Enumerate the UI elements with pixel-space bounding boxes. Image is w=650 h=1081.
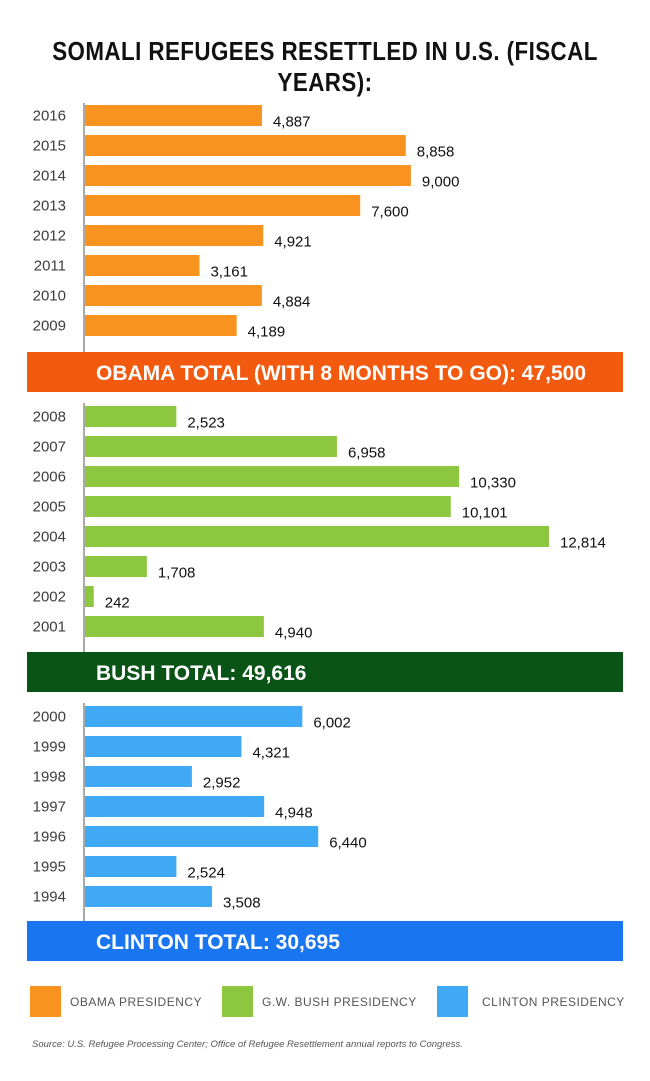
value-label: 3,508 bbox=[223, 895, 261, 912]
legend-label: CLINTON PRESIDENCY bbox=[482, 995, 625, 1009]
year-label: 2016 bbox=[33, 108, 66, 125]
value-label: 2,524 bbox=[187, 865, 225, 882]
bar-2002 bbox=[85, 586, 94, 607]
year-label: 1999 bbox=[33, 739, 66, 756]
bar-2016 bbox=[85, 105, 262, 126]
year-label: 2009 bbox=[33, 318, 66, 335]
bar-2014 bbox=[85, 165, 411, 186]
bar-2001 bbox=[85, 616, 264, 637]
source-note: Source: U.S. Refugee Processing Center; … bbox=[32, 1039, 463, 1050]
bar-2011 bbox=[85, 255, 200, 276]
value-label: 8,858 bbox=[417, 144, 455, 161]
year-label: 2012 bbox=[33, 228, 66, 245]
year-label: 2010 bbox=[33, 288, 66, 305]
value-label: 4,321 bbox=[252, 745, 290, 762]
total-banner bbox=[27, 921, 623, 961]
year-label: 2004 bbox=[33, 529, 66, 546]
bar-2008 bbox=[85, 406, 177, 427]
legend-swatch bbox=[30, 986, 61, 1017]
year-label: 2000 bbox=[33, 709, 66, 726]
total-banner-text: BUSH TOTAL: 49,616 bbox=[96, 662, 306, 685]
year-label: 2015 bbox=[33, 138, 66, 155]
value-label: 2,523 bbox=[187, 415, 225, 432]
bar-1994 bbox=[85, 886, 213, 907]
year-label: 2011 bbox=[34, 258, 66, 275]
value-label: 2,952 bbox=[203, 775, 241, 792]
bar-2004 bbox=[85, 526, 549, 547]
value-label: 4,887 bbox=[273, 114, 311, 131]
total-banner-text: CLINTON TOTAL: 30,695 bbox=[96, 931, 340, 954]
value-label: 4,940 bbox=[275, 625, 313, 642]
bar-1997 bbox=[85, 796, 265, 817]
bar-1995 bbox=[85, 856, 177, 877]
value-label: 12,814 bbox=[560, 535, 606, 552]
bar-2003 bbox=[85, 556, 147, 577]
total-banner-text: OBAMA TOTAL (WITH 8 MONTHS TO GO): 47,50… bbox=[96, 362, 586, 385]
value-label: 9,000 bbox=[422, 174, 460, 191]
value-label: 4,948 bbox=[275, 805, 313, 822]
total-banner bbox=[27, 352, 623, 392]
value-label: 7,600 bbox=[371, 204, 409, 221]
bar-2006 bbox=[85, 466, 460, 487]
value-label: 3,161 bbox=[210, 264, 248, 281]
year-label: 2005 bbox=[33, 499, 66, 516]
year-label: 2006 bbox=[33, 469, 66, 486]
year-label: 2003 bbox=[33, 559, 66, 576]
year-label: 2008 bbox=[33, 409, 66, 426]
bar-2015 bbox=[85, 135, 406, 156]
chart-title: SOMALI REFUGEES RESETTLED IN U.S. (FISCA… bbox=[52, 36, 598, 97]
value-label: 242 bbox=[105, 595, 130, 612]
year-label: 2014 bbox=[33, 168, 66, 185]
bar-1998 bbox=[85, 766, 192, 787]
bar-1999 bbox=[85, 736, 242, 757]
total-banner bbox=[27, 652, 623, 692]
bar-2000 bbox=[85, 706, 303, 727]
year-label: 1997 bbox=[33, 799, 66, 816]
legend-label: OBAMA PRESIDENCY bbox=[70, 995, 202, 1009]
year-label: 1998 bbox=[33, 769, 66, 786]
bar-1996 bbox=[85, 826, 319, 847]
year-label: 1995 bbox=[33, 859, 66, 876]
year-label: 2001 bbox=[33, 619, 66, 636]
value-label: 6,002 bbox=[313, 715, 351, 732]
legend-swatch bbox=[222, 986, 253, 1017]
legend-label: G.W. BUSH PRESIDENCY bbox=[262, 995, 417, 1009]
year-label: 2002 bbox=[33, 589, 66, 606]
bar-2012 bbox=[85, 225, 264, 246]
year-label: 1996 bbox=[33, 829, 66, 846]
bar-2009 bbox=[85, 315, 237, 336]
bar-2010 bbox=[85, 285, 262, 306]
value-label: 4,921 bbox=[274, 234, 312, 251]
value-label: 6,440 bbox=[329, 835, 367, 852]
value-label: 1,708 bbox=[158, 565, 196, 582]
bar-2005 bbox=[85, 496, 451, 517]
year-label: 2007 bbox=[33, 439, 66, 456]
year-label: 2013 bbox=[33, 198, 66, 215]
bar-2007 bbox=[85, 436, 337, 457]
value-label: 4,884 bbox=[273, 294, 311, 311]
value-label: 10,330 bbox=[470, 475, 516, 492]
value-label: 4,189 bbox=[248, 324, 286, 341]
value-label: 10,101 bbox=[462, 505, 508, 522]
year-label: 1994 bbox=[33, 889, 66, 906]
legend-swatch bbox=[437, 986, 468, 1017]
bar-2013 bbox=[85, 195, 361, 216]
value-label: 6,958 bbox=[348, 445, 386, 462]
